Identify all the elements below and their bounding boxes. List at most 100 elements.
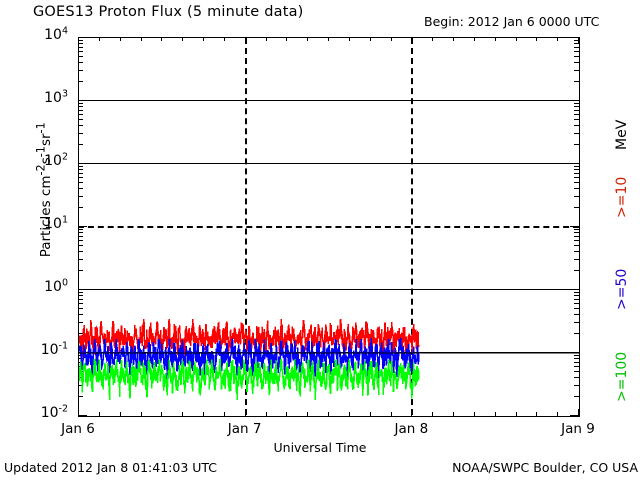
y-tick-minor [78,244,83,246]
x-tick-minor [453,412,454,416]
y-tick-label-1e1: 101 [44,214,68,232]
y-tick-label-1e3: 103 [44,88,68,106]
y-tick-major-right-1e-2 [570,415,579,416]
y-tick-minor [78,46,83,48]
x-tick-minor-top [557,37,559,41]
y-tick-label-1e-2: 10-2 [40,403,68,421]
y-tick-minor-right [574,298,579,300]
x-tick-minor-top [453,37,454,41]
y-tick-minor-right [574,384,579,386]
x-tick-minor [119,412,121,416]
y-tick-minor-right [574,358,579,360]
x-tick-minor [536,412,538,416]
y-tick-minor [78,295,83,297]
y-tick-minor-right [574,165,579,167]
y-tick-minor [78,39,83,41]
y-tick-minor [78,43,83,45]
y-tick-minor-right [574,244,579,246]
x-tick-minor-top [390,37,392,41]
y-tick-minor [78,169,83,171]
x-tick-minor [494,412,496,416]
y-tick-minor [78,258,83,260]
y-tick-minor [78,235,83,237]
y-tick-label-1e0: 100 [44,277,68,295]
y-tick-minor [78,314,83,316]
y-tick-minor [78,232,83,234]
y-tick-minor-right [574,39,579,41]
x-tick-minor [203,412,204,416]
y-tick-minor [78,333,83,335]
y-tick-minor-right [574,118,579,120]
y-tick-minor-right [574,321,579,323]
x-tick-minor [140,412,142,416]
y-tick-minor-right [574,106,579,108]
y-tick-minor-right [574,55,579,57]
y-tick-minor-right [574,172,579,174]
y-tick-minor-right [574,239,579,241]
x-tick-minor-top [223,37,225,41]
y-tick-label-1e2: 102 [44,151,68,169]
x-tick-label-1: Jan 7 [227,421,262,437]
grid-line-solid [78,163,579,164]
y-tick-minor-right [574,46,579,48]
x-tick-minor-top [515,37,517,41]
y-tick-minor [78,321,83,323]
y-tick-minor-right [574,62,579,64]
x-tick-minor-top [161,37,163,41]
x-tick-major [578,409,579,416]
y-tick-minor [78,102,83,104]
x-tick-minor [432,412,434,416]
y-tick-minor-right [574,354,579,356]
x-tick-minor [369,412,371,416]
x-tick-minor [348,412,350,416]
x-tick-minor [515,412,517,416]
y-tick-minor [78,81,83,83]
begin-time-label: Begin: 2012 Jan 6 0000 UTC [424,14,600,29]
y-tick-minor [78,106,83,108]
y-tick-minor-right [574,235,579,237]
y-tick-minor [78,181,83,183]
x-tick-minor-top [203,37,204,41]
y-tick-minor-right [574,50,579,52]
y-tick-minor-right [574,307,579,309]
y-tick-label-1e4: 104 [44,25,68,43]
x-tick-minor-top [98,37,100,41]
legend-ge-100: >=100 [614,351,630,402]
grid-line-solid [78,289,579,290]
y-tick-minor [78,228,83,230]
y-tick-minor-right [574,251,579,253]
x-tick-minor [98,412,100,416]
y-tick-minor [78,69,83,71]
y-tick-minor-right [574,188,579,190]
y-tick-minor-right [574,361,579,363]
y-tick-minor-right [574,207,579,209]
grid-line-dashed [78,226,579,228]
y-tick-minor-right [574,181,579,183]
x-tick-minor [182,412,184,416]
y-tick-minor-right [574,125,579,127]
y-tick-minor-right [574,113,579,115]
y-tick-minor [78,113,83,115]
x-tick-minor-top [348,37,350,41]
y-tick-minor [78,270,83,272]
y-tick-minor-right [574,314,579,316]
y-tick-minor [78,195,83,197]
data-series-svg [79,318,579,401]
y-tick-minor-right [574,132,579,134]
x-tick-minor-top [328,37,329,41]
x-tick-minor-top [432,37,434,41]
y-tick-minor-right [574,228,579,230]
y-tick-minor-right [574,176,579,178]
y-tick-minor-right [574,69,579,71]
legend-ge-50: >=50 [614,268,630,310]
x-tick-minor-top [140,37,142,41]
series-trace-0 [79,318,420,360]
y-tick-major-1e-2 [78,415,87,416]
x-axis-label: Universal Time [273,440,367,455]
x-tick-minor [473,412,475,416]
x-tick-minor-top [307,37,309,41]
grid-line-vertical-dashed [244,38,247,415]
grid-line-vertical-dashed [411,38,414,415]
y-tick-minor [78,239,83,241]
x-tick-label-2: Jan 8 [394,421,429,437]
